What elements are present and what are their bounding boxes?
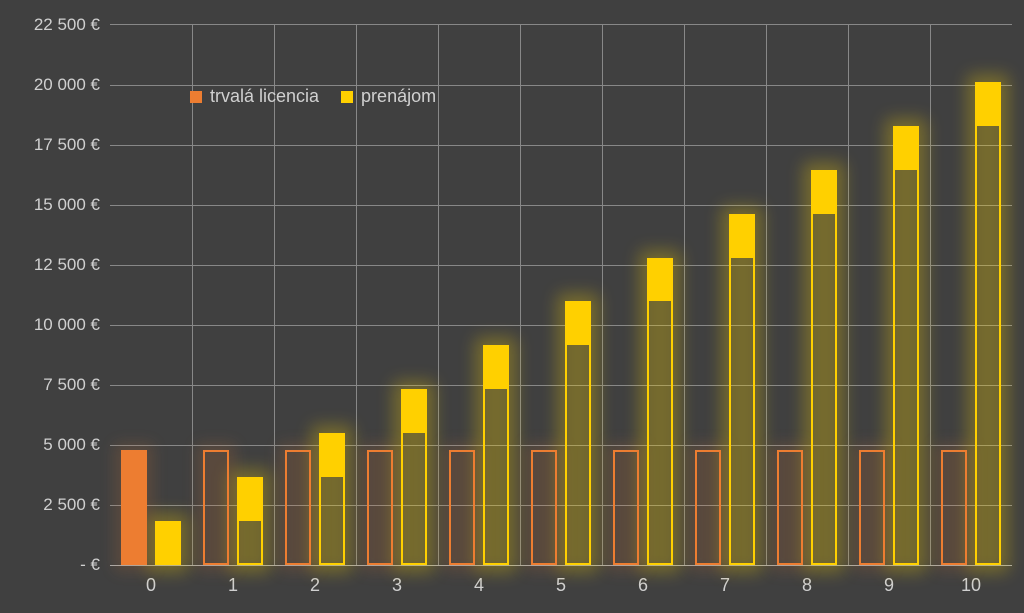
bar-series-b (811, 170, 837, 565)
legend-label-a: trvalá licencia (210, 86, 319, 107)
bar-series-b-fill (647, 258, 673, 302)
ytick-label: 22 500 € (34, 15, 110, 35)
bar-series-a (695, 450, 721, 565)
gridline-h (110, 265, 1012, 266)
bar-series-a (367, 450, 393, 565)
bar-series-a (613, 450, 639, 565)
bar-series-b-fill (483, 345, 509, 389)
bar-series-b (155, 521, 181, 565)
ytick-label: 20 000 € (34, 75, 110, 95)
bar-series-a (203, 450, 229, 565)
bar-series-a (121, 450, 147, 565)
bar-series-a (777, 450, 803, 565)
legend-swatch-b (341, 91, 353, 103)
legend-label-b: prenájom (361, 86, 436, 107)
ytick-label: 10 000 € (34, 315, 110, 335)
bar-series-a (449, 450, 475, 565)
ytick-label: 17 500 € (34, 135, 110, 155)
bar-series-b-fill (893, 126, 919, 170)
gridline-v (684, 25, 685, 565)
gridline-v (930, 25, 931, 565)
bar-series-b-fill (811, 170, 837, 214)
bar-series-b-fill (319, 433, 345, 477)
legend-item-b: prenájom (341, 86, 436, 107)
bar-series-a (941, 450, 967, 565)
ytick-label: 7 500 € (43, 375, 110, 395)
bar-series-a (531, 450, 557, 565)
legend: trvalá licencia prenájom (190, 86, 436, 107)
bar-series-b-fill (237, 477, 263, 521)
ytick-label: 12 500 € (34, 255, 110, 275)
gridline-v (438, 25, 439, 565)
cost-chart: - € 2 500 € 5 000 € 7 500 € 10 000 € 12 500 €… (0, 0, 1024, 613)
gridline-v (520, 25, 521, 565)
bar-series-b-fill (975, 82, 1001, 126)
ytick-label: 15 000 € (34, 195, 110, 215)
gridline-v (602, 25, 603, 565)
bar-series-b (647, 258, 673, 565)
bar-series-b-fill (565, 301, 591, 345)
bar-series-b-fill (729, 214, 755, 258)
legend-swatch-a (190, 91, 202, 103)
legend-item-a: trvalá licencia (190, 86, 319, 107)
bar-series-b-fill (401, 389, 427, 433)
gridline-v (766, 25, 767, 565)
ytick-label: - € (80, 555, 110, 575)
bar-series-a (859, 450, 885, 565)
ytick-label: 2 500 € (43, 495, 110, 515)
gridline-h (110, 205, 1012, 206)
bar-series-a (285, 450, 311, 565)
gridline-h (110, 145, 1012, 146)
gridline-v (848, 25, 849, 565)
bar-series-b (975, 82, 1001, 565)
bar-series-b (893, 126, 919, 565)
bar-series-b (729, 214, 755, 565)
ytick-label: 5 000 € (43, 435, 110, 455)
